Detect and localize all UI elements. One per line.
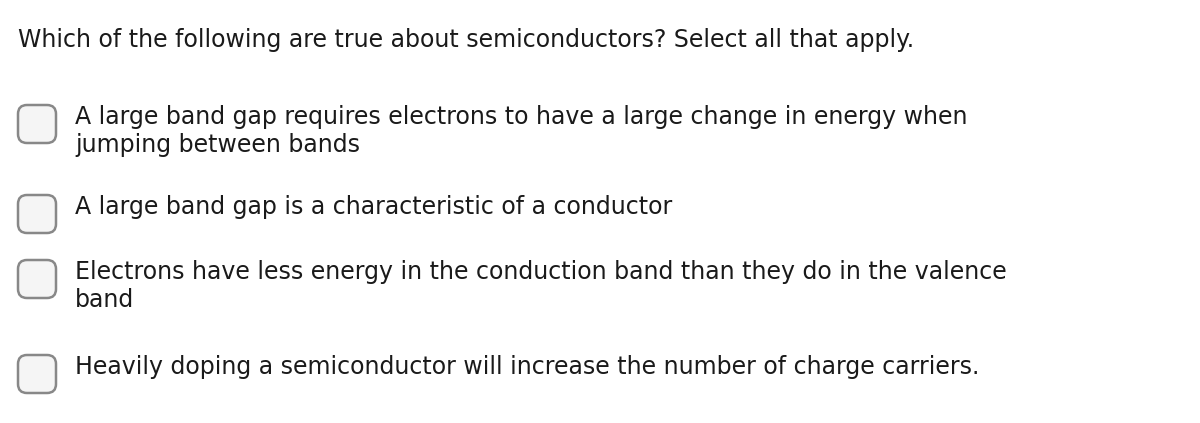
FancyBboxPatch shape <box>18 105 56 143</box>
Text: A large band gap requires electrons to have a large change in energy when: A large band gap requires electrons to h… <box>74 105 967 129</box>
Text: A large band gap is a characteristic of a conductor: A large band gap is a characteristic of … <box>74 195 672 219</box>
Text: Electrons have less energy in the conduction band than they do in the valence: Electrons have less energy in the conduc… <box>74 260 1007 284</box>
Text: jumping between bands: jumping between bands <box>74 133 360 157</box>
Text: Heavily doping a semiconductor will increase the number of charge carriers.: Heavily doping a semiconductor will incr… <box>74 355 979 379</box>
Text: band: band <box>74 288 134 312</box>
Text: Which of the following are true about semiconductors? Select all that apply.: Which of the following are true about se… <box>18 28 914 52</box>
FancyBboxPatch shape <box>18 355 56 393</box>
FancyBboxPatch shape <box>18 260 56 298</box>
FancyBboxPatch shape <box>18 195 56 233</box>
